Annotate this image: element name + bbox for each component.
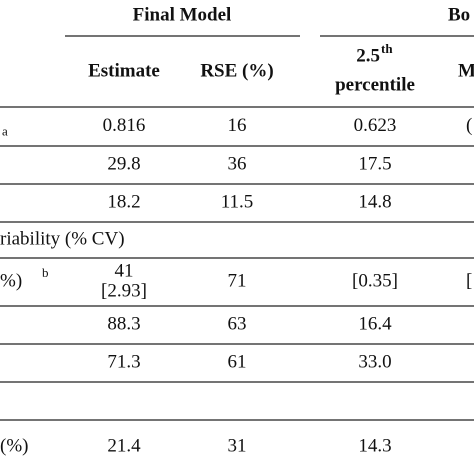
cell: 71.3 xyxy=(107,351,140,372)
cell: 88.3 xyxy=(107,313,140,334)
cell: 0.623 xyxy=(354,115,397,136)
column-header-sup: th xyxy=(381,41,393,56)
cell: 11.5 xyxy=(221,191,254,212)
cell: [0.35] xyxy=(352,270,398,291)
column-header: M xyxy=(458,60,474,81)
cell: 29.8 xyxy=(107,153,140,174)
cell: 31 xyxy=(228,435,247,456)
row-label: (%) xyxy=(0,435,28,456)
cell: 71 xyxy=(228,270,247,291)
cell: 41 xyxy=(115,260,134,281)
cell: [ xyxy=(466,270,472,291)
cell: [2.93] xyxy=(101,280,147,301)
column-header: RSE (%) xyxy=(200,60,273,81)
column-header: 2.5 xyxy=(356,45,380,66)
cell: 14.8 xyxy=(358,191,391,212)
cell: 14.3 xyxy=(358,435,391,456)
cell: 61 xyxy=(228,351,247,372)
cell: 33.0 xyxy=(358,351,391,372)
column-header: percentile xyxy=(335,74,415,95)
cell: ( xyxy=(466,115,472,136)
cell: 21.4 xyxy=(107,435,141,456)
cell: 0.816 xyxy=(103,115,146,136)
cell: 36 xyxy=(228,153,247,174)
column-header: Estimate xyxy=(88,60,160,81)
group-header: Final Model xyxy=(133,4,232,25)
cell: 18.2 xyxy=(107,191,140,212)
cell: 63 xyxy=(228,313,247,334)
row-label: riability (% CV) xyxy=(0,228,125,249)
row-label-sup: b xyxy=(42,265,49,280)
row-label: a xyxy=(2,123,8,138)
cell: 17.5 xyxy=(358,153,391,174)
row-label: %) xyxy=(0,270,22,291)
group-header: Bo xyxy=(448,4,470,25)
cell: 16.4 xyxy=(358,313,392,334)
cell: 16 xyxy=(228,115,247,136)
